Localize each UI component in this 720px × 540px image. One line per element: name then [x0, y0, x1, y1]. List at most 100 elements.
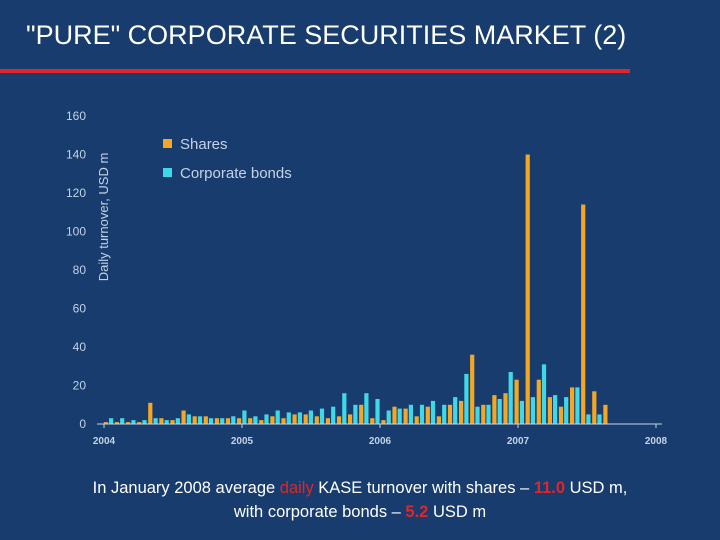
x-tick-label: 2006: [369, 436, 392, 447]
bar-shares: [414, 416, 419, 424]
bar-shares: [570, 387, 575, 424]
x-tick-label: 2004: [93, 436, 116, 447]
bar-shares: [137, 422, 142, 424]
bar-bonds: [497, 399, 502, 424]
slide-title: "PURE" CORPORATE SECURITIES MARKET (2): [26, 20, 627, 50]
bar-shares: [547, 397, 552, 424]
bar-shares: [403, 408, 408, 424]
bar-shares: [314, 416, 319, 424]
bar-bonds: [208, 418, 214, 424]
x-tick-label: 2005: [231, 436, 254, 447]
bar-bonds: [120, 418, 125, 424]
bar-bonds: [308, 410, 313, 424]
bar-bonds: [575, 387, 580, 424]
bar-shares: [481, 404, 486, 425]
caption-text: In January 2008 average: [92, 479, 280, 497]
y-tick-label: 100: [66, 225, 86, 239]
bar-bonds: [508, 372, 513, 424]
caption-text: KASE turnover with shares –: [313, 479, 534, 497]
bar-shares: [436, 416, 441, 424]
bar-shares: [536, 379, 541, 424]
bar-bonds: [164, 420, 169, 424]
bar-bonds: [186, 414, 191, 424]
bar-bonds: [175, 418, 180, 424]
bar-bonds: [264, 414, 269, 424]
bar-bonds: [331, 406, 336, 424]
bar-bonds: [109, 418, 114, 424]
caption-line-1: In January 2008 average daily KASE turno…: [10, 476, 710, 500]
bar-shares: [492, 395, 497, 424]
bar-shares: [292, 414, 297, 424]
bar-shares: [381, 420, 386, 424]
bar-bonds: [586, 414, 591, 424]
bar-shares: [159, 418, 164, 424]
caption-text: with corporate bonds –: [233, 503, 406, 521]
bar-shares: [303, 414, 308, 424]
bar-bonds: [297, 412, 302, 424]
bar-bonds: [475, 406, 480, 424]
bar-bonds: [386, 410, 391, 424]
bar-shares: [336, 416, 342, 424]
bar-bonds: [408, 404, 413, 425]
y-tick-label: 140: [66, 148, 86, 162]
bar-shares: [248, 418, 253, 424]
bar-shares: [170, 420, 175, 424]
y-tick-label: 60: [73, 302, 87, 316]
turnover-chart: Daily turnover, USD m Shares Corporate b…: [66, 109, 668, 447]
bar-bonds: [419, 404, 425, 425]
bar-shares: [203, 416, 208, 424]
bar-bonds: [220, 418, 225, 424]
bar-bonds: [131, 420, 136, 424]
chart-legend: Shares Corporate bonds: [163, 136, 292, 182]
bar-bonds: [231, 416, 236, 424]
bar-bonds: [342, 393, 347, 424]
bar-shares: [525, 154, 530, 424]
bar-bonds: [364, 393, 369, 424]
legend-label-shares: Shares: [180, 136, 228, 153]
y-tick-label: 40: [73, 340, 87, 354]
bar-shares: [581, 204, 586, 424]
bar-bonds: [564, 397, 569, 424]
bar-shares: [370, 418, 375, 424]
bar-shares: [281, 418, 286, 424]
bar-bonds: [353, 404, 358, 425]
bar-shares: [148, 402, 153, 424]
caption-highlight-daily: daily: [279, 479, 314, 497]
bar-shares: [558, 406, 564, 424]
caption-text: USD m: [428, 503, 487, 521]
legend-label-bonds: Corporate bonds: [180, 165, 292, 182]
y-tick-label: 120: [66, 186, 86, 200]
y-tick-label: 160: [66, 109, 86, 123]
bar-shares: [470, 354, 475, 424]
bar-shares: [503, 393, 508, 424]
bar-shares: [459, 400, 464, 424]
bar-shares: [603, 404, 608, 425]
legend-swatch-shares: [163, 139, 172, 148]
bar-shares: [348, 414, 353, 424]
bar-shares: [392, 406, 397, 424]
bar-bonds: [275, 410, 280, 424]
bar-bonds: [253, 416, 258, 424]
bar-shares: [126, 422, 131, 424]
bar-shares: [259, 420, 264, 424]
caption-highlight-shares-value: 11.0: [533, 479, 566, 497]
bar-bonds: [142, 420, 147, 424]
x-tick-label: 2007: [507, 436, 530, 447]
bar-bonds: [442, 404, 447, 425]
bar-bonds: [453, 397, 458, 424]
bar-bonds: [153, 418, 158, 424]
bar-bonds: [597, 414, 602, 424]
y-axis-label: Daily turnover, USD m: [96, 153, 111, 282]
bar-bonds: [397, 408, 402, 424]
y-tick-label: 0: [79, 417, 86, 431]
caption-highlight-bonds-value: 5.2: [405, 503, 429, 521]
bar-shares: [214, 418, 219, 424]
bar-shares: [359, 404, 364, 425]
bar-bonds: [430, 400, 436, 424]
bar-bonds: [519, 400, 524, 424]
caption-text: USD m,: [565, 479, 628, 497]
caption-line-2: with corporate bonds – 5.2 USD m: [10, 500, 710, 524]
bar-shares: [225, 418, 231, 424]
bar-shares: [447, 404, 453, 425]
x-tick-label: 2008: [645, 436, 668, 447]
